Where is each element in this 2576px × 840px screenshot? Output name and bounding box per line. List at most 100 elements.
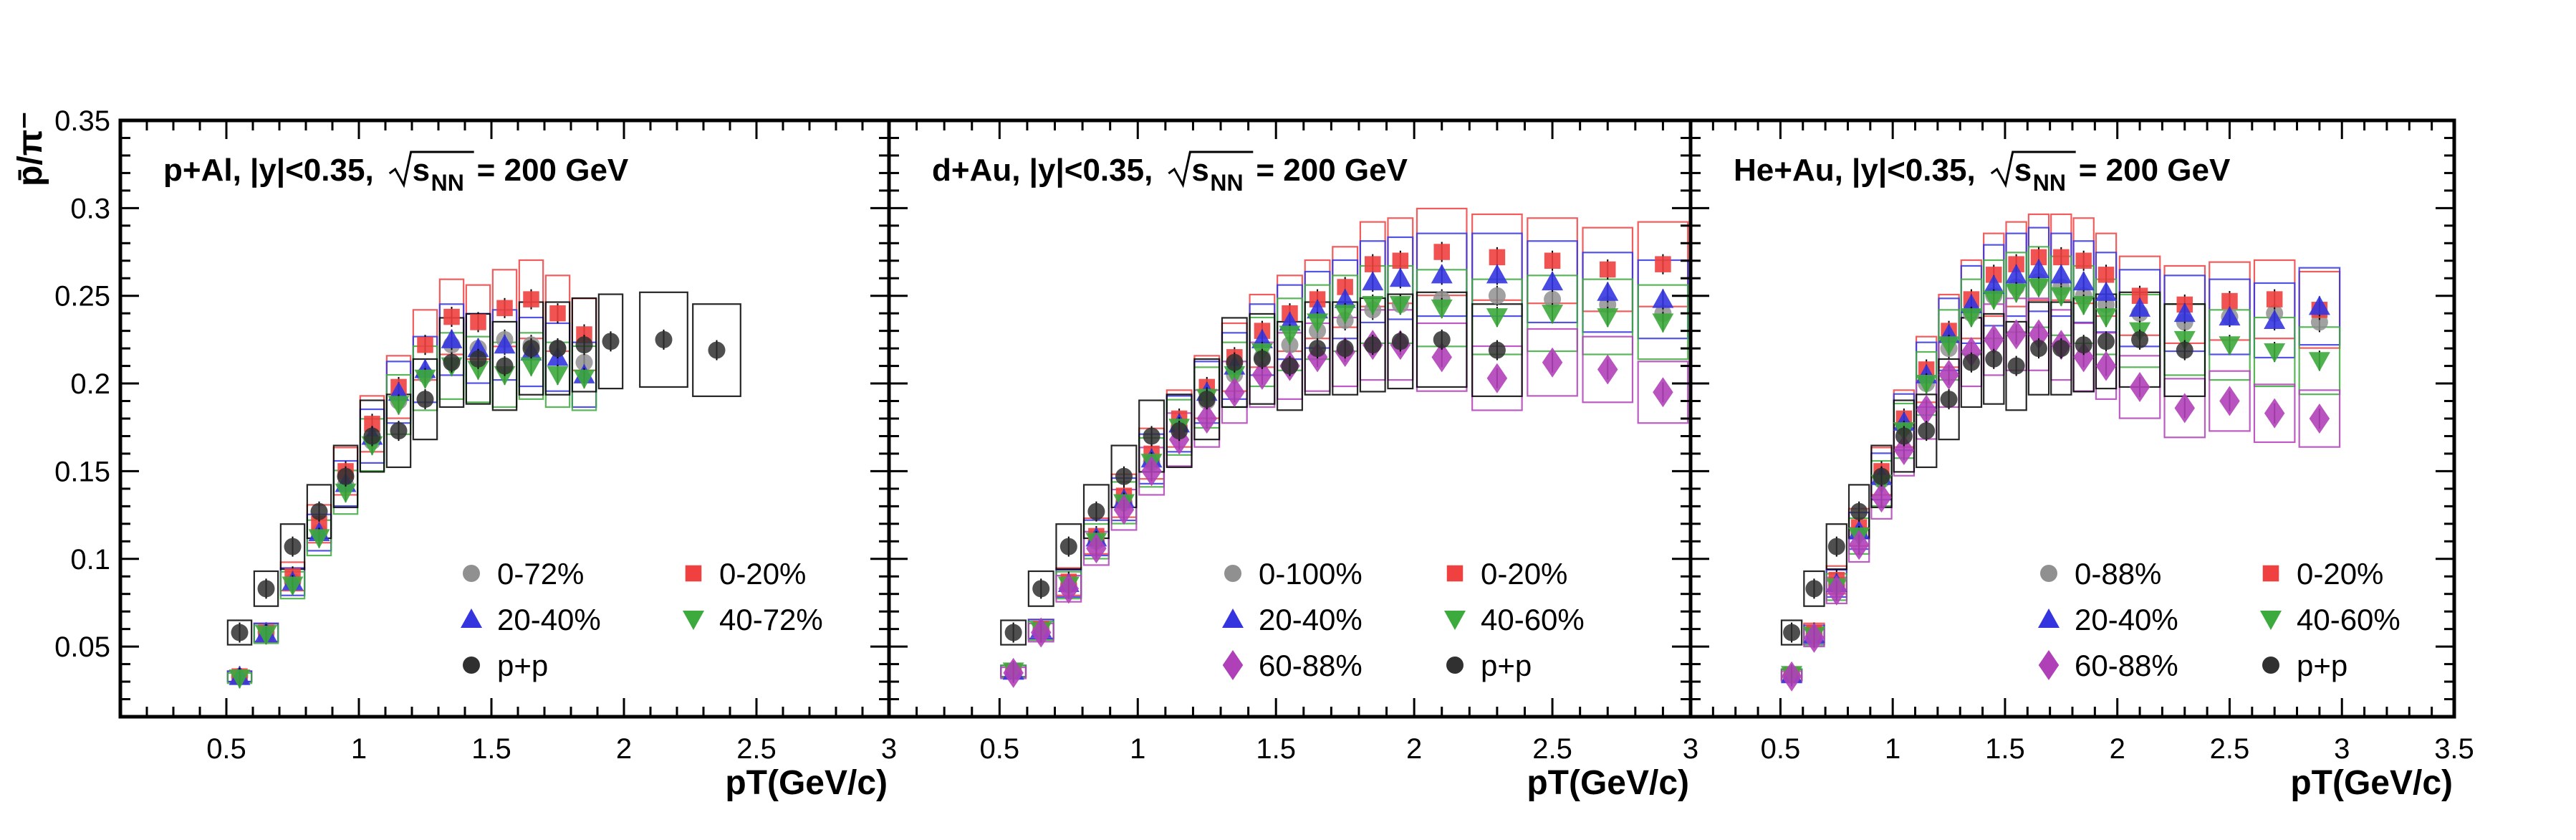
systematic-box: [1825, 523, 1848, 571]
marker-square: [1599, 261, 1616, 278]
marker-circle: [1391, 333, 1409, 350]
marker-diamond: [1781, 661, 1802, 692]
x-tick-label: 1: [1885, 733, 1900, 765]
marker-triangle-down: [1960, 308, 1982, 328]
x-axis-label: pT(GeV/c): [725, 764, 888, 802]
marker-diamond: [1542, 347, 1563, 378]
marker-diamond: [2095, 350, 2117, 381]
marker-diamond: [1597, 354, 1618, 385]
marker-triangle-down: [1279, 325, 1301, 345]
panel-title-suffix: = 200 GeV: [477, 153, 629, 188]
marker-diamond: [1030, 617, 1052, 648]
marker-triangle-down: [2072, 295, 2095, 315]
systematic-box: [571, 297, 597, 393]
marker-circle: [549, 340, 567, 358]
systematic-box: [1637, 284, 1689, 361]
panel-title-s: s: [2014, 153, 2032, 188]
marker-triangle-up: [494, 334, 516, 354]
marker-triangle-down: [2260, 611, 2282, 630]
marker-triangle-up: [1652, 288, 1674, 308]
panel-title-sub: NN: [2033, 170, 2066, 196]
systematic-box: [1055, 523, 1082, 571]
y-tick-label: 0.1: [70, 544, 110, 576]
marker-triangle-down: [1486, 308, 1508, 328]
legend-label: 60-88%: [1259, 649, 1363, 682]
marker-triangle-up: [1431, 264, 1453, 284]
legend-label: 0-72%: [497, 557, 584, 591]
x-tick-label: 2.5: [1532, 733, 1572, 765]
marker-circle: [1918, 422, 1936, 440]
panel-title: d+Au, |y|<0.35, s NN = 200 GeV: [932, 151, 1408, 196]
marker-circle: [1253, 350, 1271, 368]
legend-label: 40-60%: [1481, 603, 1585, 636]
marker-triangle-down: [414, 369, 436, 389]
markers-p-p: [1783, 329, 2193, 643]
marker-circle: [1281, 357, 1299, 375]
marker-triangle-down: [308, 529, 330, 549]
systematic-box: [2163, 378, 2206, 439]
marker-square: [1489, 249, 1506, 266]
legend-label: p+p: [1481, 649, 1532, 682]
marker-triangle-up: [2050, 264, 2072, 284]
marker-diamond: [1003, 657, 1024, 688]
marker-triangle-down: [2264, 343, 2286, 363]
x-tick-label: 1: [351, 733, 367, 765]
marker-triangle-down: [335, 483, 357, 503]
legend-label: 60-88%: [2075, 649, 2178, 682]
marker-circle: [2131, 330, 2149, 348]
marker-triangle-down: [1542, 305, 1564, 325]
marker-triangle-down: [1224, 366, 1246, 386]
marker-square: [1433, 244, 1450, 260]
x-tick-label: 1: [1130, 733, 1145, 765]
panel-title: He+Au, |y|<0.35, s NN = 200 GeV: [1734, 151, 2231, 196]
series-40-60-: [1780, 246, 2341, 681]
sqrt-symbol: [1168, 151, 1254, 188]
marker-square: [523, 291, 539, 307]
systematic-box: [1582, 335, 1634, 404]
marker-circle: [1544, 290, 1562, 308]
marker-square: [2221, 292, 2238, 310]
x-tick-label: 1.5: [1985, 733, 2025, 765]
x-tick-label: 3: [881, 733, 897, 765]
marker-diamond: [1938, 359, 1959, 390]
marker-triangle-up: [2027, 259, 2049, 278]
panel-title-prefix: p+Al, |y|<0.35,: [163, 153, 374, 188]
y-tick-label: 0.2: [70, 368, 110, 400]
marker-circle: [1488, 341, 1506, 359]
marker-triangle-down: [547, 366, 569, 386]
marker-triangle-down: [1307, 313, 1329, 333]
systematic-box: [1527, 328, 1578, 397]
marker-circle: [463, 565, 480, 582]
systematic-box: [2209, 370, 2251, 432]
marker-square: [417, 336, 433, 353]
systematic-box: [2027, 301, 2050, 396]
x-tick-label: 0.5: [980, 733, 1020, 765]
systematic-box: [1637, 361, 1689, 424]
marker-circle: [708, 341, 726, 359]
marker-diamond: [2174, 393, 2196, 424]
marker-circle: [310, 502, 328, 520]
systematic-box: [1000, 619, 1027, 646]
legend-label: 0-20%: [2297, 557, 2383, 591]
marker-triangle-up: [1486, 264, 1508, 284]
marker-triangle-down: [2308, 352, 2330, 372]
marker-diamond: [1826, 575, 1847, 606]
marker-diamond: [1196, 404, 1217, 434]
x-tick-label: 1.5: [471, 733, 511, 765]
systematic-box: [1166, 393, 1193, 469]
marker-circle: [522, 340, 540, 358]
marker-triangle-down: [1431, 299, 1453, 319]
marker-triangle-down: [1597, 308, 1619, 328]
marker-circle: [2262, 657, 2279, 674]
marker-circle: [416, 391, 434, 409]
marker-square: [2131, 287, 2148, 304]
marker-triangle-down: [388, 396, 410, 416]
marker-triangle-down: [1389, 295, 1411, 315]
marker-circle: [1115, 467, 1133, 485]
systematic-box: [1193, 358, 1221, 441]
x-tick-label: 0.5: [1761, 733, 1801, 765]
marker-circle: [1004, 624, 1022, 641]
marker-diamond: [1804, 622, 1825, 653]
marker-circle: [231, 624, 249, 641]
